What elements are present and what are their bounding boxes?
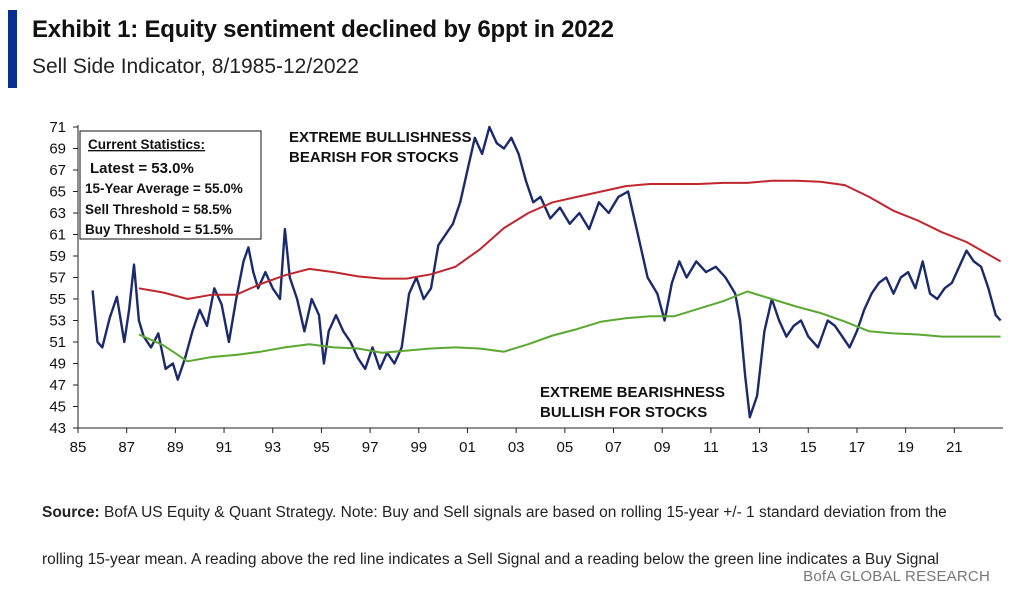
x-tick-label: 97 xyxy=(362,439,379,456)
x-tick-label: 07 xyxy=(605,439,622,456)
y-tick-label: 45 xyxy=(49,399,66,416)
y-tick-label: 53 xyxy=(49,313,66,330)
x-tick-label: 21 xyxy=(946,439,963,456)
x-tick-label: 93 xyxy=(264,439,281,456)
y-tick-label: 61 xyxy=(49,227,66,244)
x-tick-label: 87 xyxy=(118,439,135,456)
stats-line: Sell Threshold = 58.5% xyxy=(85,202,232,217)
source-note: Source: BofA US Equity & Quant Strategy.… xyxy=(42,489,987,583)
y-tick-label: 67 xyxy=(49,162,66,179)
x-tick-label: 15 xyxy=(800,439,817,456)
x-tick-label: 05 xyxy=(556,439,573,456)
x-tick-label: 17 xyxy=(849,439,866,456)
bearish-annotation: BULLISH FOR STOCKS xyxy=(540,404,707,421)
stats-line: Buy Threshold = 51.5% xyxy=(85,222,233,237)
x-tick-label: 91 xyxy=(216,439,233,456)
bearish-annotation: EXTREME BEARISHNESS xyxy=(540,384,725,401)
source-text: BofA US Equity & Quant Strategy. Note: B… xyxy=(42,504,947,568)
y-tick-label: 71 xyxy=(49,119,66,136)
bullish-annotation: BEARISH FOR STOCKS xyxy=(289,149,459,166)
stats-heading: Current Statistics: xyxy=(88,137,205,152)
buy-threshold-line xyxy=(138,290,1001,363)
sell-side-indicator-line xyxy=(91,125,1002,419)
title-accent-bar xyxy=(8,10,17,88)
bullish-annotation: EXTREME BULLISHNESS xyxy=(289,129,472,146)
y-tick-label: 47 xyxy=(49,377,66,394)
x-tick-label: 11 xyxy=(703,439,719,456)
y-tick-label: 51 xyxy=(49,334,66,351)
x-tick-label: 95 xyxy=(313,439,330,456)
x-tick-label: 19 xyxy=(897,439,914,456)
y-tick-label: 63 xyxy=(49,205,66,222)
x-tick-label: 01 xyxy=(459,439,476,456)
x-tick-label: 89 xyxy=(167,439,184,456)
y-tick-label: 55 xyxy=(49,291,66,308)
y-tick-label: 69 xyxy=(49,141,66,158)
stats-line: 15-Year Average = 55.0% xyxy=(85,181,243,196)
x-tick-label: 99 xyxy=(410,439,427,456)
x-tick-label: 09 xyxy=(654,439,671,456)
brand-footer: BofA GLOBAL RESEARCH xyxy=(803,568,990,585)
source-label: Source: xyxy=(42,504,100,521)
y-tick-label: 43 xyxy=(49,420,66,437)
y-tick-label: 57 xyxy=(49,270,66,287)
sentiment-line-chart: 43 45 47 49 51 53 55 57 59 61 63 65 67 69 71 85 87 89 91 93… xyxy=(49,119,1003,456)
x-tick-label: 03 xyxy=(508,439,525,456)
stats-line: Latest = 53.0% xyxy=(90,160,194,177)
y-tick-label: 49 xyxy=(49,356,66,373)
x-tick-label: 13 xyxy=(751,439,768,456)
x-tick-label: 85 xyxy=(70,439,87,456)
stats-box xyxy=(79,130,262,240)
sell-threshold-line xyxy=(138,179,1002,300)
y-tick-label: 65 xyxy=(49,184,66,201)
exhibit-title: Exhibit 1: Equity sentiment declined by … xyxy=(32,16,614,43)
exhibit-subtitle: Sell Side Indicator, 8/1985-12/2022 xyxy=(32,55,359,78)
y-tick-label: 59 xyxy=(49,248,66,265)
